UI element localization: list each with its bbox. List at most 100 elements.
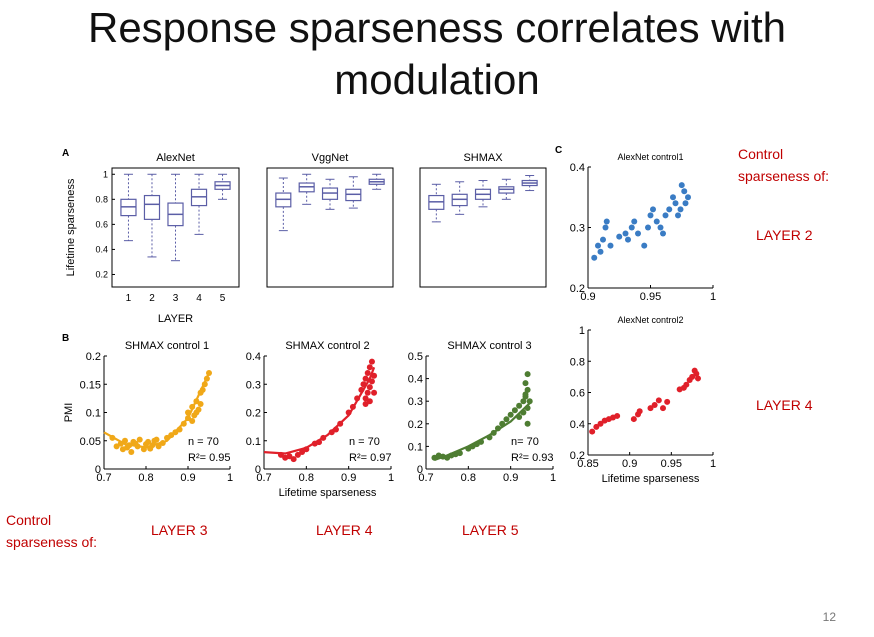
data-point — [647, 405, 654, 412]
y-tick-label: 0.1 — [408, 441, 423, 453]
x-axis-label: Lifetime sparseness — [602, 473, 700, 485]
data-point — [360, 381, 367, 388]
data-point — [358, 386, 365, 393]
data-point — [499, 420, 506, 427]
data-point — [113, 443, 120, 450]
y-tick-label: 0.4 — [246, 351, 261, 363]
data-point — [614, 412, 621, 419]
panel-label-c: C — [555, 145, 563, 156]
y-tick-label: 0.8 — [95, 194, 108, 204]
data-point — [124, 444, 131, 451]
y-tick-label: 0.4 — [408, 374, 423, 386]
y-tick-label: 0.6 — [95, 219, 108, 229]
chart-title-0: AlexNet — [156, 152, 195, 164]
data-point — [371, 389, 378, 396]
control-top-line2: sparseness of: — [738, 168, 830, 184]
y-tick-label: 0.2 — [570, 450, 585, 462]
data-point — [366, 364, 373, 371]
data-point — [180, 420, 187, 427]
n-label: n= 70 — [511, 436, 539, 448]
data-point — [362, 401, 369, 408]
data-point — [685, 194, 691, 201]
n-label: n = 70 — [188, 436, 219, 448]
data-point — [320, 434, 327, 441]
chart-title-3: SHMAX control 1 — [125, 340, 209, 352]
data-point — [286, 453, 293, 460]
data-point — [641, 242, 648, 249]
data-point — [486, 434, 493, 441]
data-point — [368, 358, 375, 365]
data-point — [185, 415, 191, 422]
data-point — [153, 436, 160, 443]
y-tick-label: 0.2 — [86, 351, 101, 363]
y-tick-label: 0.8 — [570, 356, 585, 368]
y-tick-label: 0.05 — [80, 436, 101, 448]
data-point — [650, 206, 656, 213]
fit-line — [263, 366, 376, 455]
box-frame-2 — [419, 167, 547, 288]
data-point — [362, 395, 369, 402]
data-point — [511, 407, 518, 414]
chart-title-7: AlexNet control2 — [617, 315, 683, 325]
y-tick-label: 0.4 — [570, 419, 585, 431]
data-point — [303, 446, 310, 453]
y-tick-label: 0.6 — [570, 388, 585, 400]
y-tick-label: 0 — [95, 464, 101, 476]
slide-title-line2: modulation — [334, 56, 540, 103]
x-tick-label: 0.8 — [299, 472, 314, 484]
data-point — [655, 397, 662, 404]
data-point — [677, 206, 684, 213]
panel-label-a: A — [62, 148, 70, 159]
data-point — [122, 437, 128, 444]
y-tick-label: 0.2 — [570, 283, 585, 295]
data-point — [189, 403, 196, 410]
y-tick-label: 0.3 — [408, 396, 423, 408]
control-bottom-line2: sparseness of: — [6, 534, 98, 550]
panel-label-b: B — [62, 333, 70, 344]
data-point — [185, 409, 191, 416]
y-tick-label: 0.2 — [246, 408, 261, 420]
data-point — [345, 409, 352, 416]
data-point — [522, 391, 529, 398]
data-point — [662, 212, 669, 219]
data-point — [631, 218, 638, 225]
data-point — [203, 375, 210, 382]
data-point — [128, 449, 135, 456]
data-point — [332, 426, 339, 433]
data-point — [516, 414, 523, 421]
data-point — [636, 408, 643, 415]
data-point — [524, 386, 531, 393]
data-point — [368, 378, 375, 385]
x-tick-label: 1 — [550, 472, 556, 484]
x-tick-label: 0.9 — [580, 291, 595, 303]
x-tick-label: 0.8 — [138, 472, 153, 484]
data-point — [653, 218, 660, 225]
layer5-label: LAYER 5 — [462, 522, 519, 538]
x-tick-label: 1 — [126, 293, 132, 304]
data-point — [516, 402, 523, 409]
x-tick-label: 0.95 — [640, 291, 661, 303]
data-point — [294, 451, 301, 458]
layer3-label: LAYER 3 — [151, 522, 208, 538]
n-label: n = 70 — [349, 436, 380, 448]
data-point — [657, 224, 664, 231]
y-tick-label: 0.1 — [246, 436, 261, 448]
x-tick-label: 0.7 — [96, 472, 111, 484]
chart-title-6: AlexNet control1 — [617, 152, 683, 162]
data-point — [522, 380, 529, 387]
data-point — [140, 446, 147, 453]
data-point — [597, 248, 604, 255]
data-point — [589, 428, 596, 435]
y-tick-label: 0.15 — [80, 379, 101, 391]
data-point — [316, 439, 323, 446]
r2-label: R²= 0.95 — [188, 452, 231, 464]
x-tick-label: 1 — [227, 472, 233, 484]
data-point — [520, 398, 527, 405]
data-point — [645, 224, 651, 231]
slide-title-line1: Response sparseness correlates with — [87, 4, 786, 51]
data-point — [600, 236, 606, 243]
data-point — [490, 429, 497, 436]
data-point — [591, 254, 598, 261]
x-tick-label: 0.9 — [503, 472, 518, 484]
data-point — [695, 375, 701, 382]
